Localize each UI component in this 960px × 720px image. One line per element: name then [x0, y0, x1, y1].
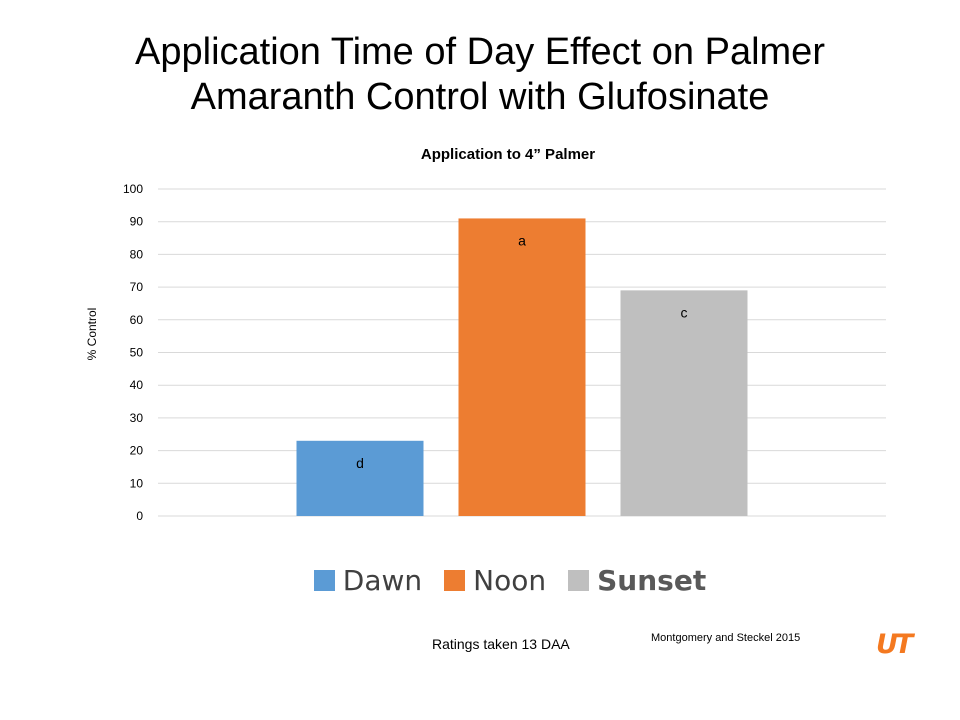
y-tick-label: 20 [130, 444, 144, 458]
bar-dawn [296, 440, 424, 516]
y-tick-label: 30 [130, 411, 144, 425]
y-tick-label: 90 [130, 215, 144, 229]
bar-sunset [620, 290, 748, 516]
legend-label-noon: Noon [473, 564, 547, 597]
y-tick-label: 40 [130, 378, 144, 392]
citation-footnote: Montgomery and Steckel 2015 [651, 632, 801, 644]
y-axis-label: % Control [85, 308, 99, 361]
ut-logo-text: UT [876, 629, 913, 660]
slide-title-line-1: Application Time of Day Effect on Palmer [135, 31, 825, 73]
data-label-noon: a [518, 232, 526, 248]
slide-title-line-2: Amaranth Control with Glufosinate [190, 76, 770, 118]
ratings-footnote: Ratings taken 13 DAA [432, 636, 570, 652]
slide-title: Application Time of Day Effect on Palmer… [40, 30, 920, 120]
y-tick-label: 80 [130, 247, 144, 261]
ut-logo: UT [876, 629, 922, 660]
y-tick-label: 0 [136, 509, 143, 523]
bars [296, 218, 748, 516]
y-tick-label: 50 [130, 346, 144, 360]
bar-chart: Application to 4” Palmer % Control 0 10 20… [85, 146, 886, 523]
chart-legend: Dawn Noon Sunset [0, 564, 960, 597]
data-labels: d a c [356, 232, 687, 470]
y-tick-label: 10 [130, 476, 144, 490]
chart-title: Application to 4” Palmer [421, 146, 595, 163]
legend-label-dawn: Dawn [342, 564, 423, 597]
legend-item-noon: Noon [444, 564, 546, 597]
legend-swatch-noon [444, 570, 466, 591]
data-label-sunset: c [681, 304, 688, 320]
data-label-dawn: d [356, 455, 364, 471]
y-tick-label: 70 [130, 280, 144, 294]
legend-item-dawn: Dawn [313, 564, 423, 597]
legend-swatch-dawn [313, 570, 335, 591]
legend-item-sunset: Sunset [568, 564, 706, 597]
legend-swatch-sunset [568, 570, 590, 591]
legend-label-sunset: Sunset [597, 564, 707, 597]
bar-noon [458, 218, 586, 516]
y-tick-label: 100 [123, 182, 143, 196]
y-tick-labels: 0 10 20 30 40 50 60 70 80 90 100 [123, 182, 143, 523]
y-tick-label: 60 [130, 313, 144, 327]
